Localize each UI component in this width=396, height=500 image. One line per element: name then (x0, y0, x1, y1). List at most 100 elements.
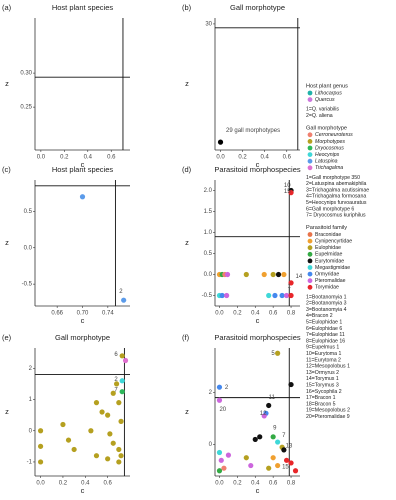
legend-label: Dryocosmus (315, 145, 344, 151)
x-tick-label: 0.8 (287, 311, 296, 317)
point (93, 453, 100, 459)
panel-label: (a) (2, 3, 12, 12)
legend-swatch (307, 132, 313, 138)
x-tick-label: 0.0 (37, 155, 46, 161)
y-tick-label: 30 (205, 21, 212, 27)
point (60, 421, 66, 428)
point-label: 2 (225, 385, 229, 391)
legend-label: Eupelmidae (315, 252, 343, 258)
point (283, 457, 290, 463)
x-tick-label: 0.66 (51, 311, 63, 317)
y-tick-label: 1.0 (204, 230, 213, 236)
point-label: 15 (284, 189, 291, 195)
point (281, 271, 287, 278)
legend-note: 14=Torymus 1 (306, 376, 339, 382)
legend-note: 1=Gall morphotype 350 (306, 175, 360, 181)
point (216, 449, 223, 456)
legend-title: Gall morphotype (306, 125, 347, 131)
legend-note: 7= Dryocosmus kuriphilus (306, 213, 366, 219)
y-tick-label: -1 (27, 460, 33, 466)
point-label: 14 (296, 274, 303, 280)
x-tick-label: 0.4 (251, 481, 260, 487)
legend-swatch (307, 158, 313, 164)
legend-label: Ormyridae (315, 271, 339, 277)
panel-title: Host plant species (52, 165, 114, 174)
y-tick-label: 0.0 (204, 272, 213, 278)
point (272, 292, 278, 299)
x-axis-label: c (81, 316, 85, 325)
point-label: 29 gall morphotypes (226, 128, 280, 134)
legend-swatch (307, 145, 313, 151)
panel-label: (f) (182, 333, 190, 342)
point-label: 12 (260, 411, 267, 417)
point-label: 5 (271, 351, 275, 357)
point (275, 271, 282, 278)
point (37, 443, 44, 449)
y-axis-label: z (185, 79, 189, 88)
point (261, 413, 267, 419)
legend-swatch (307, 278, 313, 284)
point (216, 468, 223, 474)
legend-label: Morphotypes (315, 139, 345, 145)
point (288, 460, 294, 466)
point (119, 389, 125, 395)
point (116, 459, 122, 465)
legend-note: 17=Bracon 1 (306, 395, 336, 401)
point-label: 9 (273, 425, 277, 431)
point (118, 418, 124, 424)
panel-label: (e) (2, 333, 12, 342)
x-tick-label: 0.2 (59, 481, 68, 487)
x-tick-label: 0.2 (233, 481, 242, 487)
point (216, 397, 223, 403)
point-label: 10 (284, 183, 291, 189)
legend-note: 16=Sycophila 2 (306, 389, 342, 395)
point (110, 390, 116, 396)
point (99, 409, 105, 415)
point (216, 384, 223, 390)
legend-note: 18=Bracon 5 (306, 401, 336, 407)
legend-label: Braconidae (315, 232, 341, 238)
x-tick-label: 0.6 (103, 481, 112, 487)
x-tick-label: 0.8 (287, 481, 296, 487)
point (266, 292, 272, 299)
legend-swatch (307, 152, 313, 158)
panel-title: Gall morphotype (55, 333, 110, 342)
x-tick-label: 0.6 (269, 481, 278, 487)
legend-note: 15=Torymus 3 (306, 382, 339, 388)
y-axis-label: z (185, 238, 189, 247)
y-tick-label: 0.5 (24, 209, 33, 215)
y-axis-label: z (185, 407, 189, 416)
y-axis-label: z (5, 407, 9, 416)
point (243, 455, 249, 461)
x-axis-label: c (256, 486, 260, 495)
point (261, 271, 267, 278)
legend-note: 19=Mesopolobus 2 (306, 408, 350, 414)
point (288, 381, 294, 388)
point (122, 357, 129, 364)
panel-title: Parasitoid morphospecies (214, 333, 301, 342)
legend-swatch (307, 265, 313, 270)
y-tick-label: 0.5 (204, 251, 213, 257)
point (118, 453, 124, 459)
legend-note: 12=Mesopolobus 1 (306, 364, 350, 370)
point (110, 440, 116, 446)
legend-title: Host plant genus (306, 83, 348, 89)
legend-label: Pteromalidae (315, 278, 346, 284)
legend-note: 2=Latuspina abemakiphila (306, 181, 367, 187)
x-tick-label: 0.0 (215, 481, 224, 487)
point (224, 292, 230, 299)
point-label: 2 (119, 289, 123, 295)
y-tick-label: 0.30 (20, 71, 32, 77)
point (218, 457, 224, 463)
point (224, 271, 231, 278)
legend-swatch (307, 165, 313, 171)
legend-swatch (307, 232, 313, 237)
point (288, 280, 294, 286)
x-tick-label: 0.2 (238, 155, 247, 161)
legend-note: 5=Heocynips furvoauratus (306, 200, 367, 206)
y-tick-label: -0.5 (22, 282, 33, 288)
legend-note: 20=Pteromalidae 9 (306, 414, 350, 420)
legend-swatch (307, 139, 313, 144)
legend-note: 4=Trichagalma formosana (306, 194, 366, 200)
legend-note: 4=Bracon 2 (306, 313, 333, 319)
